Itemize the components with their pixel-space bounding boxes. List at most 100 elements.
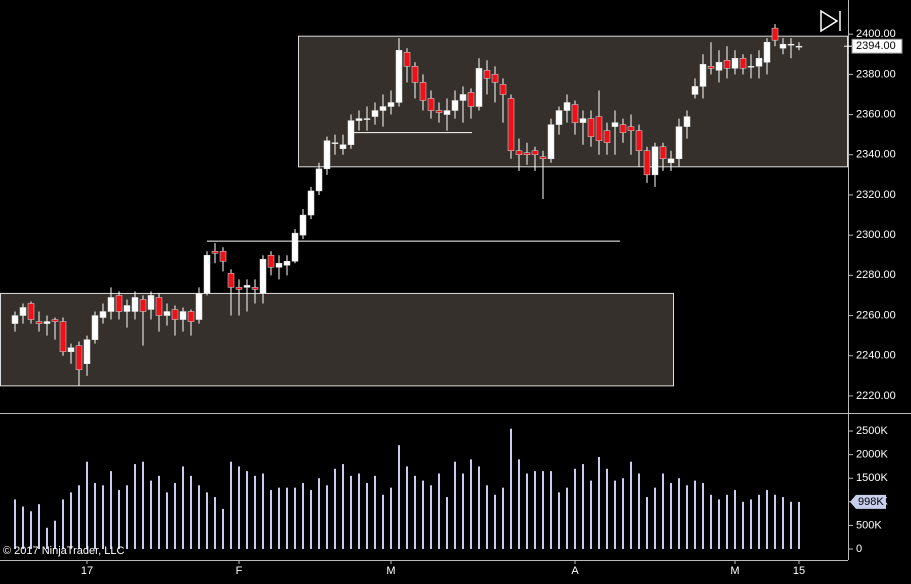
- volume-bar: [470, 459, 472, 550]
- candle-body: [515, 150, 523, 156]
- candle-body: [795, 45, 803, 48]
- candle-body: [691, 86, 699, 95]
- volume-bar: [198, 485, 200, 550]
- candle-body: [107, 297, 115, 312]
- volume-bar: [734, 490, 736, 550]
- candle-body: [699, 64, 707, 87]
- candle-body: [507, 98, 515, 151]
- volume-bar: [574, 468, 576, 550]
- volume-bar: [390, 487, 392, 550]
- volume-bar: [638, 473, 640, 550]
- candle-body: [763, 41, 771, 63]
- volume-bar: [294, 487, 296, 550]
- candle-body: [659, 146, 667, 160]
- volume-bar: [414, 475, 416, 550]
- volume-bar: [78, 485, 80, 550]
- candle-body: [291, 232, 299, 262]
- volume-bar: [606, 468, 608, 550]
- x-tick-label: M: [386, 565, 395, 577]
- candle-body: [219, 250, 227, 262]
- candle-body: [59, 321, 67, 352]
- volume-bar: [62, 499, 64, 550]
- y2-tick-label: 500K: [856, 519, 882, 531]
- candle-body: [27, 303, 35, 320]
- candle-body: [83, 339, 91, 365]
- candle-body: [115, 295, 123, 312]
- candle-body: [387, 102, 395, 107]
- volume-bar: [334, 468, 336, 550]
- x-tick-label: F: [236, 565, 243, 577]
- volume-bar: [630, 461, 632, 550]
- y2-tick-label: 2000K: [856, 449, 888, 461]
- play-icon[interactable]: [820, 9, 839, 33]
- volume-bar: [486, 485, 488, 550]
- volume-bar: [502, 487, 504, 550]
- candle-body: [131, 297, 139, 312]
- candle-body: [75, 345, 83, 371]
- volume-bar: [542, 471, 544, 550]
- candle-body: [643, 150, 651, 176]
- x-tick-label: M: [730, 565, 739, 577]
- volume-bar: [318, 478, 320, 550]
- volume-bar: [614, 480, 616, 550]
- candle-body: [35, 321, 43, 324]
- candle-body: [467, 92, 475, 107]
- candle-body: [715, 62, 723, 71]
- candle-body: [787, 43, 795, 46]
- candle-body: [171, 309, 179, 320]
- candle-body: [579, 118, 587, 123]
- volume-bar: [766, 490, 768, 550]
- volume-bar: [22, 506, 24, 550]
- volume-bar: [398, 445, 400, 550]
- candle-body: [723, 60, 731, 69]
- volume-bar: [750, 499, 752, 550]
- auto-scroll-icon[interactable]: [820, 9, 841, 33]
- volume-bar: [254, 475, 256, 550]
- candle-body: [555, 110, 563, 125]
- volume-bar: [326, 485, 328, 550]
- volume-bar: [438, 473, 440, 550]
- candle-body: [179, 311, 187, 320]
- volume-bar: [382, 494, 384, 550]
- volume-bar: [134, 464, 136, 550]
- volume-bar: [94, 482, 96, 550]
- candle-body: [347, 120, 355, 145]
- candle-body: [675, 126, 683, 160]
- volume-bar: [46, 527, 48, 550]
- y-tick-label: 2320.00: [856, 189, 896, 201]
- candle-body: [667, 158, 675, 164]
- candle-body: [627, 126, 635, 131]
- volume-bar: [774, 494, 776, 550]
- candle-body: [587, 118, 595, 137]
- candle-body: [251, 287, 259, 290]
- volume-bar: [670, 482, 672, 550]
- candle-body: [571, 104, 579, 123]
- volume-bar: [526, 473, 528, 550]
- candle-body: [443, 110, 451, 115]
- volume-bar: [446, 497, 448, 550]
- volume-bar: [150, 480, 152, 550]
- volume-bar: [430, 485, 432, 550]
- volume-bar: [270, 490, 272, 550]
- volume-bar: [102, 485, 104, 550]
- volume-bar: [126, 485, 128, 550]
- candle-body: [91, 315, 99, 340]
- candle-body: [411, 66, 419, 83]
- candle-body: [243, 285, 251, 288]
- candle-body: [363, 118, 371, 120]
- volume-bar: [590, 480, 592, 550]
- candle-body: [427, 98, 435, 111]
- copyright: © 2017 NinjaTrader, LLC: [3, 545, 124, 557]
- volume-bar: [262, 473, 264, 550]
- volume-bar: [374, 475, 376, 550]
- candle-body: [419, 82, 427, 101]
- candle-body: [403, 52, 411, 67]
- volume-bar: [710, 494, 712, 550]
- volume-bar: [214, 497, 216, 550]
- volume-bar: [702, 482, 704, 550]
- x-tick-label: 17: [81, 565, 93, 577]
- candle-body: [299, 214, 307, 236]
- candle-body: [635, 130, 643, 151]
- candle-body: [435, 110, 443, 113]
